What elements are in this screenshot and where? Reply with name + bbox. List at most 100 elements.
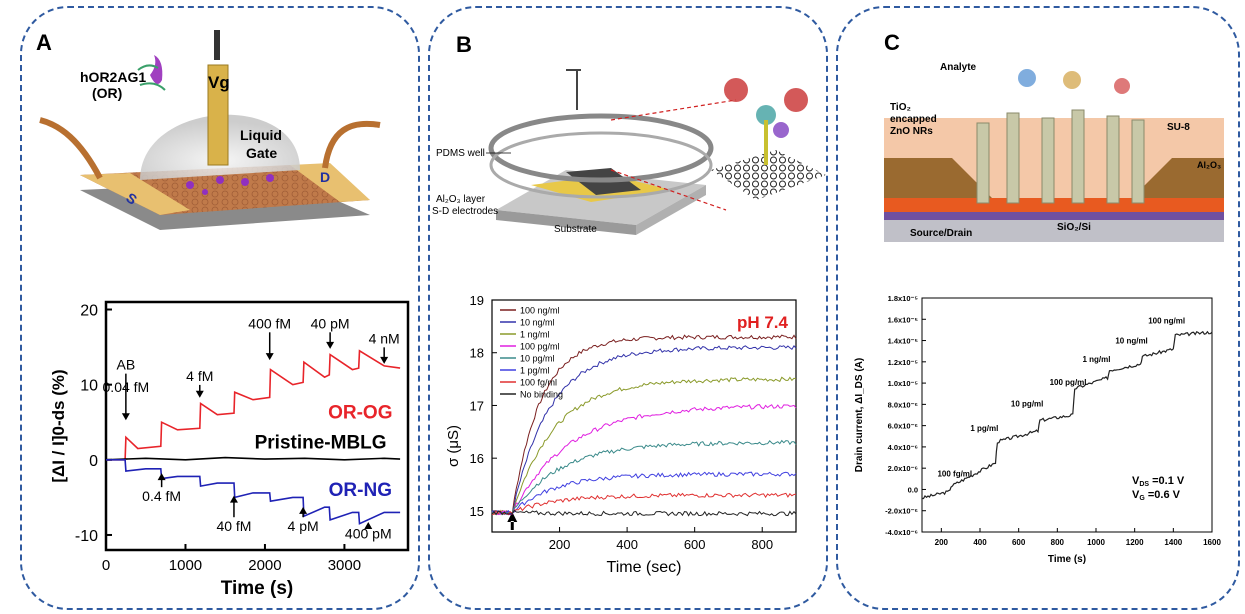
x-tick-label: 400 [616, 537, 638, 552]
series-line-or-ng [106, 459, 401, 525]
x-tick-label: 800 [1051, 538, 1065, 547]
y-tick-label: 15 [470, 504, 484, 519]
al2o3-label: Al₂O₃ layer [436, 194, 486, 205]
panel-a-label: A [36, 30, 52, 55]
sio2-band [884, 212, 1224, 220]
gate-label: Gate [246, 145, 277, 161]
series-line [491, 404, 797, 516]
y-tick-label: 1.0x10⁻⁵ [888, 379, 919, 388]
zoom-line-bottom [610, 169, 727, 211]
sio2-label: SiO₂/Si [1057, 222, 1091, 233]
y-tick-label: 20 [80, 303, 98, 320]
legend-label: 10 pg/ml [520, 354, 555, 364]
annotation-arrowhead [326, 341, 335, 349]
y-axis-label: [ΔI / I]0-ds (%) [49, 369, 68, 482]
annotation-label: 40 fM [216, 518, 251, 534]
annotation-label: 100 ng/ml [1148, 317, 1185, 326]
series-line [491, 471, 797, 515]
annotation-label: 1 pg/ml [970, 424, 998, 433]
y-tick-label: 10 [80, 378, 98, 395]
y-axis-label: Drain current, ΔI_DS (A) [854, 358, 865, 472]
y-tick-label: -2.0x10⁻⁶ [885, 507, 918, 516]
drain-wire [322, 120, 381, 169]
annotation-label: 40 pM [311, 315, 350, 331]
annotation-arrowhead [364, 521, 373, 529]
annotation-label: 4 nM [369, 330, 400, 346]
graphene-lattice [711, 150, 826, 200]
tio2-label: TiO₂ [890, 102, 911, 113]
pdms-well-ring [488, 113, 714, 183]
series-line [491, 334, 797, 516]
x-tick-label: 0 [102, 557, 110, 574]
vg-label: VG =0.6 V [1132, 489, 1181, 502]
y-tick-label: -4.0x10⁻⁶ [885, 528, 918, 537]
liquid-label: Liquid [240, 127, 282, 143]
receptor-molecules [186, 174, 274, 195]
annotation-label: 100 pg/ml [1050, 378, 1087, 387]
series-line [491, 345, 797, 516]
drain-pad [1132, 158, 1224, 198]
x-axis-label: Time (s) [221, 578, 294, 599]
panel-a-frame [20, 6, 420, 610]
annotation-arrowhead [229, 495, 238, 503]
series-line [491, 492, 797, 516]
annotation-label: 100 fg/ml [937, 470, 972, 479]
legend-label: 100 ng/ml [520, 306, 560, 316]
plot-frame [104, 300, 410, 552]
panel-b-label: B [456, 32, 472, 57]
legend-label: No binding [520, 390, 563, 400]
legend-label: 1 pg/ml [520, 366, 550, 376]
x-tick-label: 1600 [1203, 538, 1221, 547]
zoom-line-top [610, 99, 737, 121]
y-tick-label: 6.0x10⁻⁶ [888, 422, 918, 431]
annotation-label: 10 ng/ml [1115, 337, 1147, 346]
annotation-label: AB [117, 357, 136, 373]
gate-wire [214, 30, 220, 60]
panel-c-label: C [884, 30, 900, 55]
series-line [492, 376, 797, 516]
annotation-arrowhead [380, 356, 389, 364]
or-abbrev-label: (OR) [92, 85, 122, 101]
panel-b-schematic: PDMS well Al₂O₃ layer S-D electrodes Sub… [432, 69, 826, 235]
ph-annotation: pH 7.4 [737, 313, 789, 332]
y-tick-label: 4.0x10⁻⁶ [888, 443, 918, 452]
source-wire [39, 117, 103, 180]
y-tick-label: 0 [89, 453, 98, 470]
zno-nanorods [976, 109, 1145, 204]
x-tick-label: 600 [684, 537, 706, 552]
analyte-label: Analyte [940, 62, 977, 73]
receptor-icon [137, 55, 166, 91]
y-axis-label: σ (μS) [445, 425, 462, 467]
x-tick-label: 3000 [328, 557, 361, 574]
annotation-label: 400 fM [248, 315, 291, 331]
antibody-molecule [724, 78, 808, 165]
probe-wire [576, 70, 578, 110]
gate-electrode [207, 64, 229, 166]
sd-label: S-D electrodes [432, 206, 498, 217]
y-tick-label: 17 [470, 398, 484, 413]
panel-c-chart: 200 400 600 800 1000 1200 1400 1600 -4.0x10⁻⁶ -2.… [854, 294, 1221, 565]
injection-arrow [507, 512, 518, 530]
annotation-arrowhead [195, 390, 204, 398]
panel-c-frame [836, 6, 1240, 610]
y-tick-label: 0.0 [908, 485, 918, 494]
annotation-label: 0.04 fM [103, 379, 150, 395]
x-tick-label: 200 [549, 537, 571, 552]
x-tick-label: 1000 [169, 557, 202, 574]
zno-label: ZnO NRs [890, 126, 933, 137]
series-line-or-og [106, 349, 401, 461]
al2o3-c-label: Al₂O₃ [1197, 160, 1221, 170]
series-label: OR-OG [328, 402, 392, 423]
legend-label: 1 ng/ml [520, 330, 550, 340]
x-tick-label: 1400 [1164, 538, 1182, 547]
source-electrode [80, 173, 190, 215]
drain-letter: D [320, 169, 330, 185]
vds-label: VDS =0.1 V [1132, 475, 1185, 488]
y-tick-label: -10 [75, 528, 98, 545]
substrate-label: Substrate [554, 224, 597, 235]
x-axis-label: Time (s) [1048, 554, 1086, 565]
or-name-label: hOR2AG1 [80, 69, 146, 85]
series-label: OR-NG [329, 480, 392, 501]
annotation-label: 4 pM [288, 518, 319, 534]
x-tick-label: 400 [973, 538, 987, 547]
